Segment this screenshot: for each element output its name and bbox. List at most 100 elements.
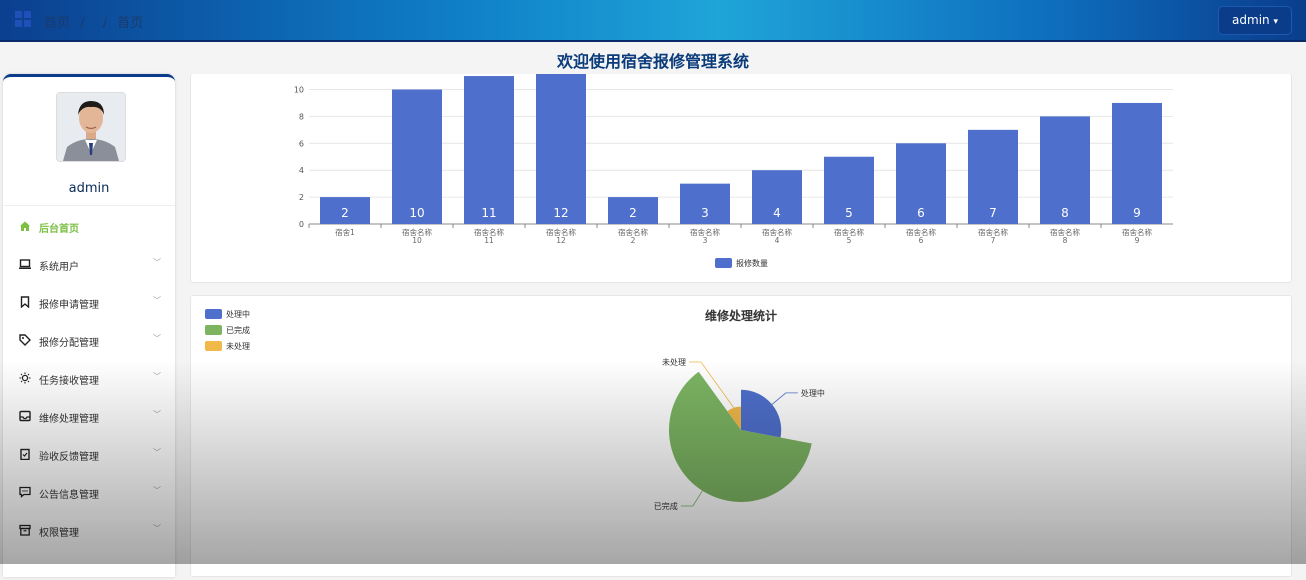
bar-value-label: 11 bbox=[481, 206, 496, 220]
bar-value-label: 4 bbox=[773, 206, 781, 220]
bar[interactable] bbox=[464, 76, 514, 224]
sidebar-item-label: 公告信息管理 bbox=[39, 490, 99, 501]
chevron-down-icon: ﹀ bbox=[153, 524, 161, 533]
pie-leader-line bbox=[680, 490, 703, 507]
y-tick-label: 0 bbox=[299, 220, 304, 229]
y-tick-label: 2 bbox=[299, 193, 304, 202]
sidebar-item-task-receive[interactable]: 任务接收管理 ﹀ bbox=[3, 359, 175, 397]
x-tick-label: 8 bbox=[1063, 236, 1068, 245]
bar-value-label: 5 bbox=[845, 206, 853, 220]
legend-swatch bbox=[205, 309, 222, 319]
sidebar-item-announcements[interactable]: 公告信息管理 ﹀ bbox=[3, 473, 175, 511]
pie-slice-label: 已完成 bbox=[654, 501, 678, 511]
clipboard-check-icon bbox=[20, 448, 30, 460]
grid-menu-icon[interactable] bbox=[15, 11, 31, 27]
sidebar-item-label: 报修申请管理 bbox=[39, 300, 99, 311]
sidebar-item-permissions[interactable]: 权限管理 ﹀ bbox=[3, 511, 175, 549]
pie-chart-panel: 维修处理统计 处理中 已完成 未处理 处理中 已完成 未处理 bbox=[190, 295, 1292, 577]
pie-slice[interactable] bbox=[741, 389, 782, 438]
breadcrumb-home[interactable]: 首页 bbox=[44, 16, 71, 31]
sidebar-item-repair-processing[interactable]: 维修处理管理 ﹀ bbox=[3, 397, 175, 435]
bar[interactable] bbox=[1112, 102, 1162, 224]
bar[interactable] bbox=[752, 170, 802, 224]
bar[interactable] bbox=[392, 89, 442, 225]
pie-leader-line bbox=[771, 392, 798, 405]
sidebar-item-label: 报修分配管理 bbox=[39, 338, 99, 349]
page-title: 欢迎使用宿舍报修管理系统 bbox=[556, 52, 749, 71]
x-tick-label: 宿舍名称 bbox=[1122, 227, 1152, 237]
breadcrumb-current: 首页 bbox=[117, 16, 144, 31]
chevron-down-icon: ﹀ bbox=[153, 448, 161, 457]
sidebar-item-label: 权限管理 bbox=[39, 528, 79, 539]
chevron-down-icon: ﹀ bbox=[153, 486, 161, 495]
pie-leader-line bbox=[689, 361, 735, 409]
pie-slice-label: 处理中 bbox=[801, 388, 825, 398]
x-tick-label: 宿舍名称 bbox=[978, 227, 1008, 237]
bar[interactable] bbox=[320, 197, 370, 224]
bar-value-label: 12 bbox=[553, 206, 568, 220]
x-tick-label: 宿舍名称 bbox=[618, 227, 648, 237]
pie-legend-item[interactable]: 已完成 bbox=[205, 325, 250, 335]
archive-icon bbox=[19, 524, 31, 536]
y-tick-label: 6 bbox=[299, 139, 304, 148]
x-tick-label: 宿舍1 bbox=[335, 227, 355, 237]
user-menu-button[interactable]: admin ▾ bbox=[1218, 6, 1292, 35]
sidebar-item-acceptance-feedback[interactable]: 验收反馈管理 ﹀ bbox=[3, 435, 175, 473]
bar[interactable] bbox=[1040, 116, 1090, 224]
legend-label: 报修数量 bbox=[736, 258, 768, 268]
username-label: admin bbox=[68, 181, 110, 196]
sidebar-item-repair-assignment[interactable]: 报修分配管理 ﹀ bbox=[3, 321, 175, 359]
sidebar-menu: 后台首页 系统用户 ﹀ 报修申请管理 ﹀ 报修分配管理 ﹀ 任务接收管理 ﹀ 维… bbox=[3, 207, 175, 549]
bar-value-label: 2 bbox=[341, 206, 349, 220]
bar-value-label: 2 bbox=[629, 206, 637, 220]
x-tick-label: 6 bbox=[919, 236, 924, 245]
x-tick-label: 宿舍名称 bbox=[1050, 227, 1080, 237]
bar[interactable] bbox=[968, 129, 1018, 224]
sidebar-item-users[interactable]: 系统用户 ﹀ bbox=[3, 245, 175, 283]
y-tick-label: 10 bbox=[294, 86, 304, 95]
bookmark-icon bbox=[20, 296, 30, 308]
legend-label: 未处理 bbox=[226, 341, 250, 351]
x-tick-label: 宿舍名称 bbox=[402, 227, 432, 237]
pie-slice[interactable] bbox=[668, 371, 812, 503]
y-tick-label: 8 bbox=[299, 112, 304, 121]
bar[interactable] bbox=[824, 156, 874, 224]
x-tick-label: 2 bbox=[631, 236, 636, 245]
legend-swatch bbox=[205, 341, 222, 351]
bar[interactable] bbox=[680, 183, 730, 224]
sidebar-divider bbox=[3, 205, 175, 206]
chevron-down-icon: ﹀ bbox=[153, 334, 161, 343]
pie-legend-item[interactable]: 未处理 bbox=[205, 341, 250, 351]
user-menu-label: admin bbox=[1232, 13, 1270, 27]
bar[interactable] bbox=[536, 74, 586, 224]
top-header: 首页 / / 首页 admin ▾ bbox=[0, 0, 1306, 42]
chevron-down-icon: ▾ bbox=[1273, 17, 1278, 27]
message-icon bbox=[19, 486, 31, 498]
x-tick-label: 11 bbox=[484, 236, 494, 245]
x-tick-label: 宿舍名称 bbox=[762, 227, 792, 237]
x-tick-label: 3 bbox=[703, 236, 708, 245]
sidebar-item-label: 验收反馈管理 bbox=[39, 452, 99, 463]
sidebar-item-repair-requests[interactable]: 报修申请管理 ﹀ bbox=[3, 283, 175, 321]
breadcrumb: 首页 / / 首页 bbox=[44, 12, 149, 31]
bar[interactable] bbox=[896, 143, 946, 224]
bar-value-label: 8 bbox=[1061, 206, 1069, 220]
bar[interactable] bbox=[608, 197, 658, 224]
bar-value-label: 6 bbox=[917, 206, 925, 220]
y-tick-label: 4 bbox=[299, 166, 304, 175]
chevron-down-icon: ﹀ bbox=[153, 296, 161, 305]
sun-icon bbox=[19, 372, 31, 384]
tag-icon bbox=[19, 334, 31, 346]
x-tick-label: 7 bbox=[991, 236, 996, 245]
x-tick-label: 宿舍名称 bbox=[474, 227, 504, 237]
pie-slice[interactable] bbox=[727, 406, 741, 430]
x-tick-label: 5 bbox=[847, 236, 852, 245]
sidebar-item-home[interactable]: 后台首页 bbox=[3, 207, 175, 245]
bar-legend[interactable]: 报修数量 bbox=[715, 258, 768, 268]
pie-legend-item[interactable]: 处理中 bbox=[205, 309, 250, 319]
legend-swatch bbox=[715, 258, 732, 268]
bar-value-label: 9 bbox=[1133, 206, 1141, 220]
legend-swatch bbox=[205, 325, 222, 335]
x-tick-label: 宿舍名称 bbox=[546, 227, 576, 237]
